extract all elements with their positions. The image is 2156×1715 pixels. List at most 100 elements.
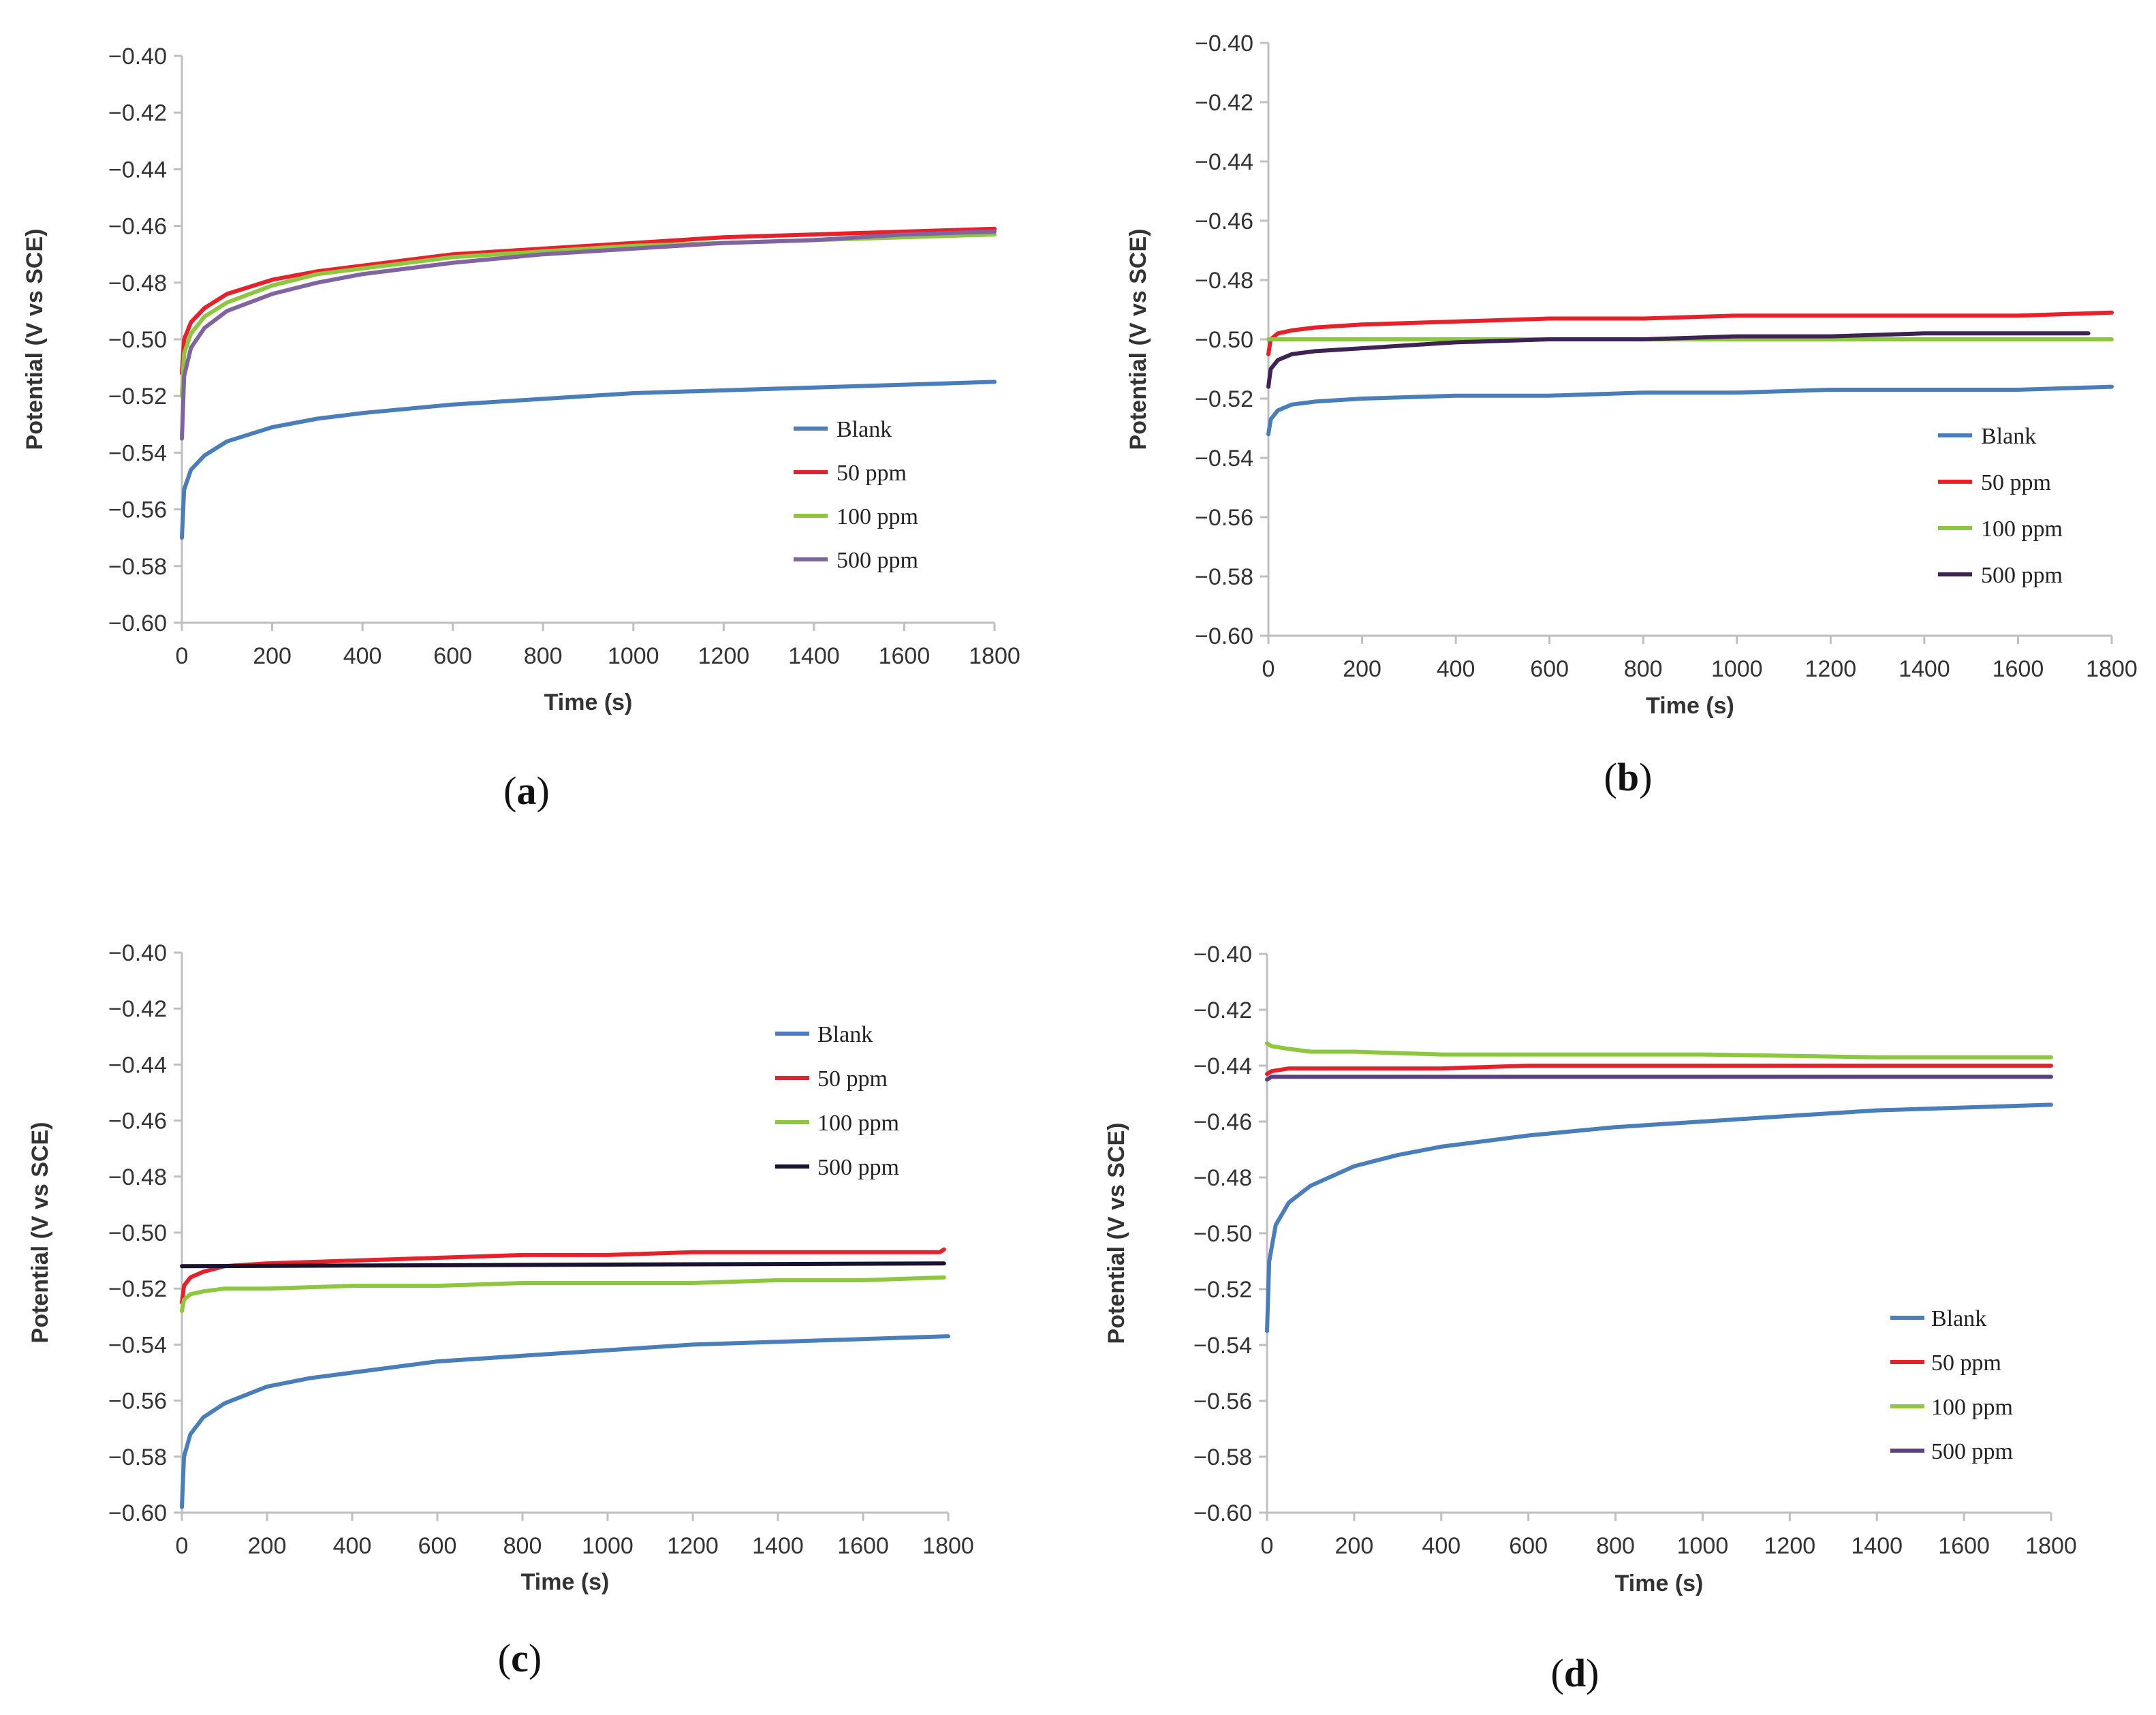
panel-a-x-tick-label: 1400 (788, 643, 840, 669)
panel-d-x-tick-label: 1400 (1851, 1533, 1903, 1559)
panel-c-series-blank (180, 1334, 950, 1509)
panel-c-x-tick-label: 800 (503, 1533, 542, 1559)
panel-d-legend-label: Blank (1931, 1306, 1986, 1331)
panel-d-y-tick-label: −0.40 (1193, 942, 1252, 968)
panel-c-x-tick-label: 0 (176, 1533, 189, 1559)
panel-a-series-blank (180, 380, 997, 540)
panel-a-caption-label: (a) (503, 769, 550, 813)
panel-a-y-tick-label: −0.50 (108, 327, 167, 353)
panel-b-x-tick-label: 200 (1343, 656, 1381, 682)
panel-b-y-tick-label: −0.54 (1195, 446, 1253, 472)
panel-d-y-axis-title: Potential (V vs SCE) (1104, 1123, 1129, 1344)
panel-c-legend-label: Blank (817, 1022, 873, 1047)
panel-d-x-tick-label: 0 (1261, 1533, 1274, 1559)
panel-d-legend-label: 50 ppm (1931, 1350, 2001, 1376)
panel-c-y-tick-label: −0.54 (108, 1332, 167, 1358)
panel-a-x-axis-title: Time (s) (544, 690, 633, 715)
panel-d-y-tick-label: −0.42 (1193, 998, 1252, 1023)
panel-d-series-50-ppm (1265, 1064, 2053, 1077)
panel-c-x-tick-label: 1800 (922, 1533, 974, 1559)
panel-a-x-tick-label: 1800 (969, 643, 1020, 669)
panel-b-y-tick-label: −0.50 (1195, 327, 1253, 353)
panel-c-x-tick-label: 400 (333, 1533, 372, 1559)
panel-c: −0.40 −0.42 −0.44 −0.46 −0.48 −0.50 −0.52 −0.54… (27, 940, 974, 1680)
panel-a-x-tick-label: 800 (524, 643, 563, 669)
panel-d: −0.40 −0.42 −0.44 −0.46 −0.48 −0.50 −0.52 −0.54… (1104, 942, 2077, 1695)
panel-b-x-tick-label: 1400 (1899, 656, 1950, 682)
panel-d-x-tick-label: 1600 (1938, 1533, 1990, 1559)
panel-d-x-tick-label: 600 (1509, 1533, 1548, 1559)
panel-c-y-tick-label: −0.44 (108, 1052, 167, 1078)
panel-a-y-tick-label: −0.44 (108, 157, 167, 183)
panel-b-series-500-ppm (1266, 331, 2091, 389)
panel-c-legend-label: 100 ppm (817, 1111, 899, 1136)
panel-c-x-axis-title: Time (s) (521, 1569, 610, 1595)
panel-b-y-tick-label: −0.46 (1195, 208, 1253, 234)
panel-d-x-tick-label: 1000 (1677, 1533, 1729, 1559)
panel-a-y-tick-label: −0.46 (108, 214, 167, 240)
panel-d-series-blank (1265, 1102, 2053, 1333)
panel-a-legend-label: 50 ppm (837, 461, 907, 486)
panel-a-x-tick-label: 1000 (608, 643, 659, 669)
panel-c-legend-label: 500 ppm (817, 1155, 899, 1180)
panel-d-y-tick-label: −0.54 (1193, 1333, 1252, 1359)
panel-c-y-tick-label: −0.50 (108, 1220, 167, 1246)
panel-c-caption-label: (c) (498, 1636, 542, 1680)
panel-b-x-tick-label: 400 (1437, 656, 1475, 682)
panel-a-legend: Blank 50 ppm 100 ppm 500 ppm (794, 417, 918, 573)
panel-c-y-tick-label: −0.58 (108, 1444, 167, 1470)
panel-a-x-tick-label: 1200 (698, 643, 750, 669)
panel-a-x-tick-label: 200 (253, 643, 292, 669)
panel-c-series-100-ppm (180, 1275, 946, 1314)
panel-a-y-tick-label: −0.40 (108, 44, 167, 69)
panel-b-x-tick-label: 1000 (1711, 656, 1763, 682)
panel-d-x-tick-label: 1200 (1764, 1533, 1816, 1559)
panel-d-x-tick-label: 200 (1335, 1533, 1374, 1559)
panel-c-x-tick-label: 1400 (752, 1533, 804, 1559)
panel-c-y-tick-label: −0.48 (108, 1164, 167, 1190)
panel-b-y-tick-label: −0.44 (1195, 149, 1253, 175)
panel-b-legend-label: 50 ppm (1981, 470, 2051, 495)
panel-d-y-tick-label: −0.52 (1193, 1277, 1252, 1303)
panel-a-x-tick-label: 0 (176, 643, 189, 669)
panel-b: −0.40 −0.42 −0.44 −0.46 −0.48 −0.50 −0.52 −0.54… (1125, 31, 2138, 799)
panel-c-x-tick-label: 600 (418, 1533, 457, 1559)
panel-b-x-tick-label: 1200 (1805, 656, 1857, 682)
panel-b-y-axis-title: Potential (V vs SCE) (1125, 229, 1151, 450)
panel-d-series-100-ppm (1265, 1041, 2053, 1060)
panel-a-x-tick-label: 1600 (879, 643, 931, 669)
panel-c-legend: Blank 50 ppm 100 ppm 500 ppm (775, 1022, 899, 1180)
panel-a-y-tick-label: −0.42 (108, 100, 167, 126)
panel-c-series-50-ppm (180, 1247, 946, 1305)
panel-d-y-tick-label: −0.50 (1193, 1221, 1252, 1247)
panel-b-y-tick-label: −0.40 (1195, 31, 1253, 57)
panel-d-legend: Blank 50 ppm 100 ppm 500 ppm (1890, 1306, 2013, 1464)
panel-b-caption-label: (b) (1604, 755, 1653, 799)
panel-a-y-tick-label: −0.58 (108, 554, 167, 580)
panel-a-x-tick-label: 600 (433, 643, 472, 669)
panel-a: −0.40 −0.42 −0.44 −0.46 −0.48 −0.50 −0.52 −0.54… (22, 44, 1020, 813)
panel-a-y-tick-label: −0.52 (108, 384, 167, 410)
panel-b-series-blank (1266, 384, 2114, 437)
panel-d-legend-label: 100 ppm (1931, 1395, 2013, 1420)
panel-a-x-tick-label: 400 (343, 643, 382, 669)
panel-c-y-tick-label: −0.40 (108, 940, 167, 966)
panel-b-x-tick-label: 0 (1262, 656, 1275, 682)
panel-d-y-tick-label: −0.56 (1193, 1389, 1252, 1415)
panel-a-legend-label: 100 ppm (837, 504, 918, 529)
panel-b-x-axis-title: Time (s) (1646, 693, 1734, 719)
panel-c-y-tick-label: −0.56 (108, 1389, 167, 1415)
panel-b-y-tick-label: −0.52 (1195, 386, 1253, 412)
panel-a-y-tick-label: −0.54 (108, 440, 167, 466)
panel-b-y-tick-label: −0.60 (1195, 623, 1253, 649)
panel-d-x-tick-label: 400 (1422, 1533, 1460, 1559)
panel-c-y-tick-label: −0.46 (108, 1109, 167, 1134)
panel-b-legend-label: Blank (1981, 424, 2036, 449)
panel-a-y-axis-title: Potential (V vs SCE) (22, 229, 48, 450)
panel-c-x-tick-label: 1000 (582, 1533, 634, 1559)
panel-a-y-tick-label: −0.60 (108, 611, 167, 636)
panel-d-caption-label: (d) (1551, 1651, 1599, 1695)
panel-a-series-50-ppm (180, 226, 997, 375)
panel-c-y-tick-label: −0.52 (108, 1276, 167, 1302)
